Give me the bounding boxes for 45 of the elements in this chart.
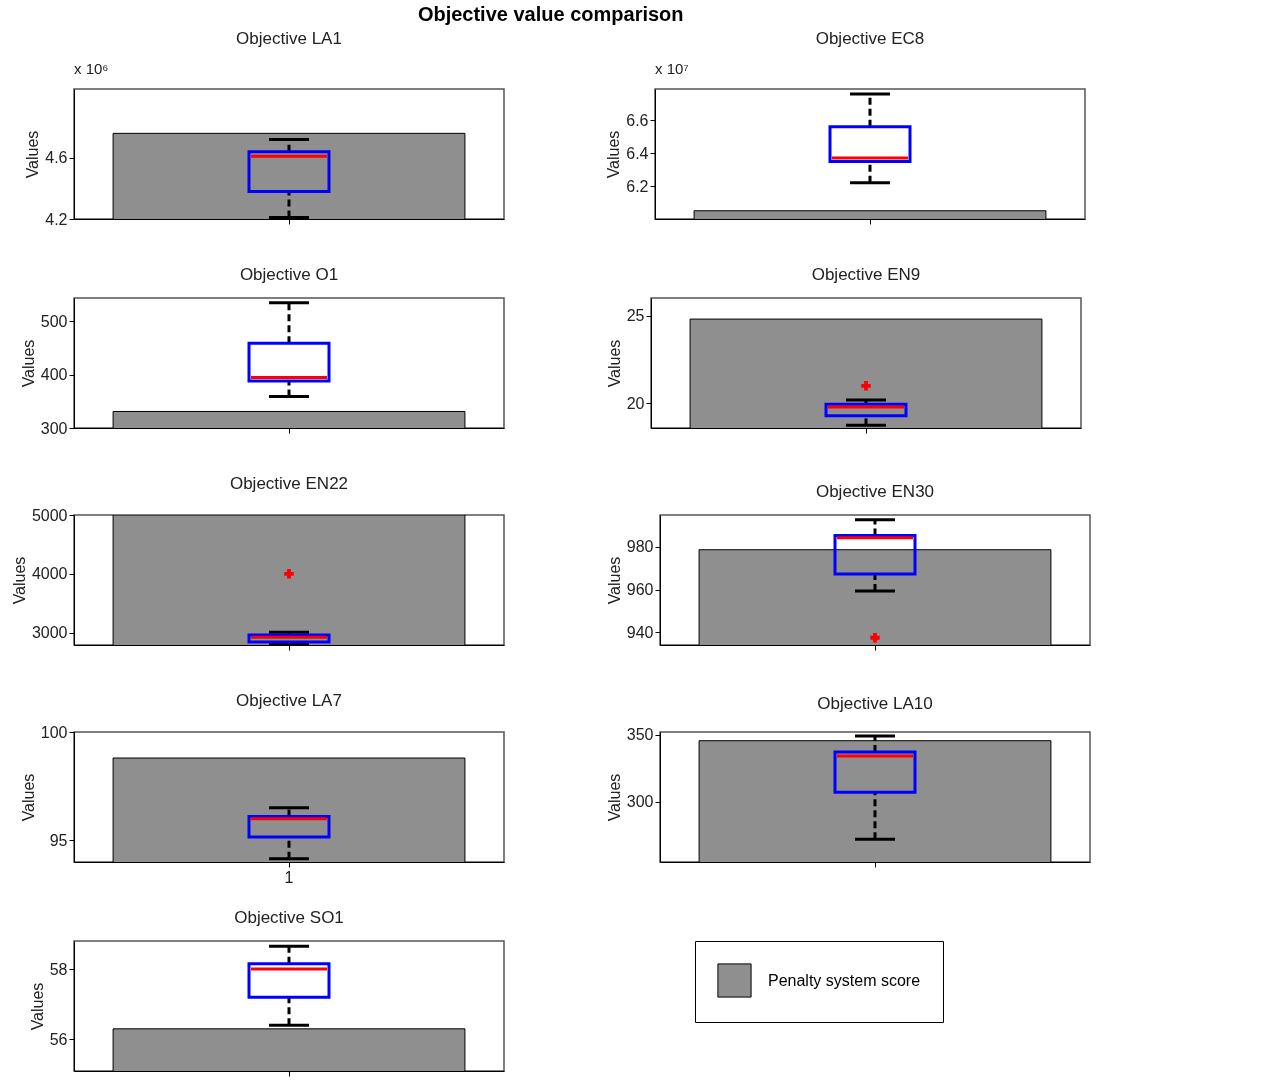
y-tick-label: 20 (626, 394, 645, 412)
chart-title: Objective SO1 (234, 908, 344, 927)
y-tick-label: 960 (626, 581, 654, 599)
y-axis-title: Values (605, 339, 623, 388)
chart-title: Objective EN30 (815, 482, 935, 501)
chart-title: Objective EN9 (811, 265, 921, 284)
y-tick-label: 25 (626, 307, 645, 325)
chart-title: Objective LA10 (817, 693, 933, 713)
y-tick-label: 4.2 (45, 210, 68, 228)
chart-title: Objective EN22 (229, 474, 349, 493)
y-tick-label: 5000 (31, 506, 68, 524)
y-tick-label: 350 (626, 726, 654, 744)
chart-title: Objective LA1 (236, 29, 342, 48)
text: x 10⁶ (74, 60, 109, 77)
y-tick-label: 980 (626, 538, 654, 556)
y-tick-label: 3000 (31, 624, 68, 642)
y-tick-label: 6.6 (626, 111, 649, 129)
y-tick-label: 4000 (31, 565, 68, 583)
y-tick-label: 95 (49, 831, 68, 849)
chart-title: Objective EC8 (815, 29, 925, 48)
legend-label: Penalty system score (768, 971, 921, 989)
y-tick-label: 940 (626, 623, 654, 641)
y-tick-label: 56 (49, 1030, 68, 1048)
y-axis-title: Values (605, 130, 623, 179)
y-axis-title: Values (19, 773, 37, 822)
y-tick-label: 300 (40, 419, 68, 437)
text: x 10⁷ (655, 60, 689, 77)
y-tick-label: 500 (40, 312, 68, 330)
chart-title: Objective LA7 (236, 691, 342, 710)
y-tick-label: 6.4 (626, 144, 649, 162)
y-axis-title: Values (28, 982, 46, 1031)
y-axis-title: Values (19, 339, 37, 388)
y-axis-title: Values (605, 773, 623, 822)
y-tick-label: 6.2 (626, 177, 649, 195)
y-tick-label: 100 (40, 723, 68, 741)
text: Objective value comparison (417, 3, 684, 26)
y-tick-label: 58 (49, 960, 68, 978)
y-axis-title: Values (10, 556, 28, 605)
y-tick-label: 4.6 (45, 149, 68, 167)
x-tick-label: 1 (284, 868, 294, 886)
y-tick-label: 400 (40, 366, 68, 384)
chart-title: Objective O1 (239, 265, 339, 284)
y-axis-title: Values (24, 130, 42, 179)
y-tick-label: 300 (626, 793, 654, 811)
y-axis-title: Values (605, 556, 623, 605)
